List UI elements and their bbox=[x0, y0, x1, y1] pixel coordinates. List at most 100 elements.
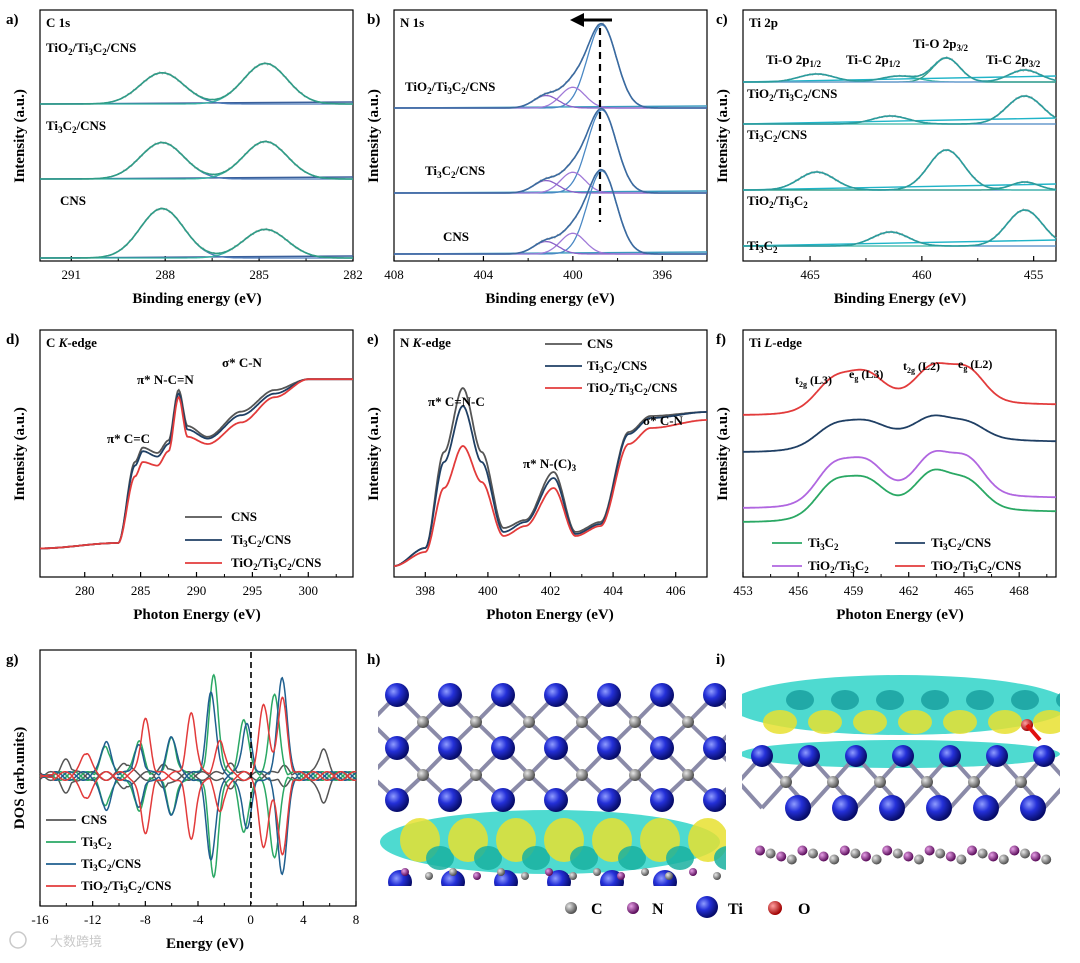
panel-e-xtick-label: 398 bbox=[416, 583, 436, 598]
panel-a-raw-data bbox=[40, 61, 353, 105]
n-atom bbox=[1009, 845, 1020, 856]
n-atom bbox=[1030, 851, 1041, 862]
panel-d-series-2 bbox=[40, 378, 353, 550]
panel-g-legend-cns: CNS bbox=[81, 812, 107, 827]
c-atom bbox=[786, 854, 797, 865]
atom-n-icon bbox=[627, 902, 639, 914]
panel-c-baseline bbox=[742, 239, 1057, 247]
c-atom bbox=[593, 868, 601, 876]
panel-a-frame bbox=[39, 9, 354, 262]
panel-e-ann-sigma-cn: σ* C-N bbox=[643, 413, 684, 428]
panel-e-ann-pi-cnc: π* C=N-C bbox=[428, 394, 485, 409]
panel-c-fit-envelope bbox=[743, 56, 1057, 83]
panel-f-ann-eg-l2: eg (L2) bbox=[958, 357, 992, 373]
n-atom bbox=[545, 868, 553, 876]
ti-atom bbox=[1020, 795, 1046, 821]
panel-g-legend-ti3c2: Ti3C2 bbox=[81, 834, 112, 851]
n-atom bbox=[945, 851, 956, 862]
c-atom bbox=[682, 716, 694, 728]
panel-g-xtick-label: -12 bbox=[84, 912, 101, 927]
panel-e-letter: e) bbox=[367, 332, 379, 348]
panel-d-xtick-label: 295 bbox=[243, 583, 263, 598]
panel-e-series-0 bbox=[393, 386, 707, 567]
panel-f-series-1 bbox=[743, 414, 1056, 453]
ti-atom bbox=[879, 795, 905, 821]
c-atom bbox=[576, 769, 588, 781]
ti-atom bbox=[703, 683, 726, 707]
n-atom bbox=[755, 845, 765, 856]
c-atom bbox=[780, 776, 792, 788]
ti-atom bbox=[986, 745, 1008, 767]
ti-atom bbox=[703, 788, 726, 812]
ti-atom bbox=[385, 736, 409, 760]
c-atom bbox=[935, 848, 946, 859]
ti-atom bbox=[438, 788, 462, 812]
ti-atom bbox=[926, 795, 952, 821]
c-atom bbox=[735, 716, 747, 728]
ti-atom bbox=[832, 795, 858, 821]
panel-a-fit-envelope bbox=[40, 207, 353, 259]
panel-b-fit-envelope bbox=[394, 22, 707, 109]
charge-density-yellow bbox=[763, 710, 797, 734]
panel-e-legend-ti3c2-cns: Ti3C2/CNS bbox=[587, 358, 647, 375]
bond bbox=[854, 780, 881, 810]
c-atom bbox=[641, 868, 649, 876]
panel-b-letter: b) bbox=[367, 12, 380, 28]
c-atom bbox=[713, 872, 721, 880]
charge-density-cyan bbox=[966, 690, 994, 710]
panel-f-ann-t2g-l3: t2g (L3) bbox=[795, 373, 832, 389]
c-atom bbox=[497, 868, 505, 876]
panel-c-xtick-label: 460 bbox=[912, 267, 932, 282]
structure-i bbox=[742, 675, 1080, 865]
panel-b-raw-data bbox=[394, 107, 707, 194]
charge-density-cyan bbox=[921, 690, 949, 710]
panel-b-component-peak bbox=[394, 109, 707, 194]
panel-i-letter: i) bbox=[716, 652, 725, 668]
panel-e-series-1 bbox=[393, 405, 707, 567]
panel-b-raw-data bbox=[394, 22, 707, 109]
panel-a-xtick-label: 288 bbox=[155, 267, 175, 282]
c-atom bbox=[829, 854, 840, 865]
bond bbox=[1068, 756, 1080, 782]
panel-c-peak-tic-2p32: Ti-C 2p3/2 bbox=[986, 52, 1041, 69]
bond bbox=[344, 748, 371, 775]
panel-g-series-2-up bbox=[40, 676, 357, 778]
panel-d-xlabel: Photon Energy (eV) bbox=[133, 607, 261, 623]
panel-e-title: N K-edge bbox=[400, 335, 451, 350]
panel-b-xtick-label: 408 bbox=[384, 267, 404, 282]
n-atom bbox=[689, 868, 697, 876]
watermark-logo-icon bbox=[9, 931, 27, 949]
c-atom bbox=[682, 769, 694, 781]
panel-a-label-ti3c2-cns: Ti3C2/CNS bbox=[46, 118, 106, 135]
panel-f-ylabel: Intensity (a.u.) bbox=[715, 407, 731, 501]
c-atom bbox=[808, 848, 818, 859]
atom-o-icon bbox=[768, 901, 782, 915]
panel-c-peak-tio-2p32: Ti-O 2p3/2 bbox=[913, 36, 968, 53]
charge-density-yellow bbox=[808, 710, 842, 734]
atom-c-icon bbox=[565, 902, 577, 914]
c-atom bbox=[956, 854, 967, 865]
c-atom bbox=[629, 769, 641, 781]
watermark: 大数跨境 bbox=[9, 931, 102, 950]
charge-density-cyan bbox=[426, 846, 454, 870]
panel-g-series-3-up bbox=[39, 696, 357, 777]
bond bbox=[1025, 723, 1042, 742]
panel-d-legend-ti3c2-cns: Ti3C2/CNS bbox=[231, 532, 291, 549]
panel-c-peak-tio-2p12: Ti-O 2p1/2 bbox=[766, 52, 821, 69]
ti-atom bbox=[892, 745, 914, 767]
c-atom bbox=[523, 769, 535, 781]
charge-density-yellow bbox=[1033, 710, 1060, 734]
panel-f-frame bbox=[742, 329, 1057, 578]
panel-c-fit-envelope bbox=[743, 95, 1057, 125]
bond bbox=[1042, 787, 1060, 810]
panel-c-xtick-label: 465 bbox=[800, 267, 820, 282]
ti-atom bbox=[385, 788, 409, 812]
n-atom bbox=[776, 851, 787, 862]
ti-atom bbox=[939, 745, 961, 767]
ti-atom bbox=[544, 788, 568, 812]
panel-g-legend: CNS Ti3C2 Ti3C2/CNS TiO2/Ti3C2/CNS bbox=[46, 812, 171, 895]
c-atom bbox=[914, 854, 924, 865]
ti-atom bbox=[441, 870, 465, 886]
panel-d-letter: d) bbox=[6, 332, 19, 348]
